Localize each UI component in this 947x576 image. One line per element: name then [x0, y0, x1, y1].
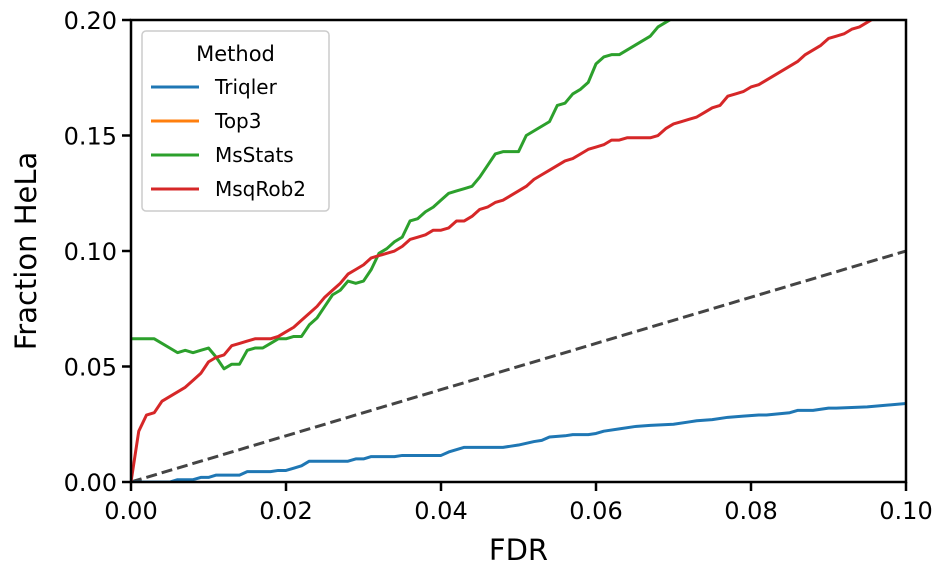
legend-label: Top3	[214, 109, 261, 133]
x-tick-label: 0.04	[414, 497, 467, 525]
legend-title: Method	[196, 42, 275, 66]
y-axis-label: Fraction HeLa	[9, 152, 43, 351]
y-tick-label: 0.00	[64, 469, 117, 497]
x-tick-label: 0.06	[569, 497, 622, 525]
series-line-msqrob2	[131, 20, 875, 482]
x-axis-label: FDR	[489, 533, 548, 567]
legend-item: MsStats	[151, 143, 294, 167]
legend-item: Top3	[151, 109, 261, 133]
y-tick-label: 0.05	[64, 354, 117, 382]
reference-line	[131, 249, 906, 482]
series-layer	[131, 20, 906, 482]
series-line-msstats	[131, 20, 673, 371]
legend-label: Triqler	[214, 75, 278, 99]
x-tick-label: 0.10	[879, 497, 932, 525]
reference-line-layer	[131, 249, 906, 482]
legend-label: MsStats	[215, 143, 294, 167]
ticks-layer: 0.00 0.02 0.04 0.06 0.08 0.10 0.00 0.05 0.10 0.15…	[64, 7, 933, 525]
legend-label: MsqRob2	[215, 177, 306, 201]
x-tick-label: 0.00	[104, 497, 157, 525]
y-tick-label: 0.20	[64, 7, 117, 35]
series-line-triqler	[131, 401, 906, 482]
legend: Method Triqler Top3 MsStats MsqRob2	[141, 30, 330, 212]
y-tick-label: 0.15	[64, 123, 117, 151]
y-tick-label: 0.10	[64, 238, 117, 266]
legend-box	[141, 30, 330, 212]
x-tick-label: 0.02	[259, 497, 312, 525]
legend-item: MsqRob2	[151, 177, 306, 201]
legend-items: Triqler Top3 MsStats MsqRob2	[151, 75, 306, 201]
legend-item: Triqler	[151, 75, 278, 99]
x-tick-label: 0.08	[724, 497, 777, 525]
